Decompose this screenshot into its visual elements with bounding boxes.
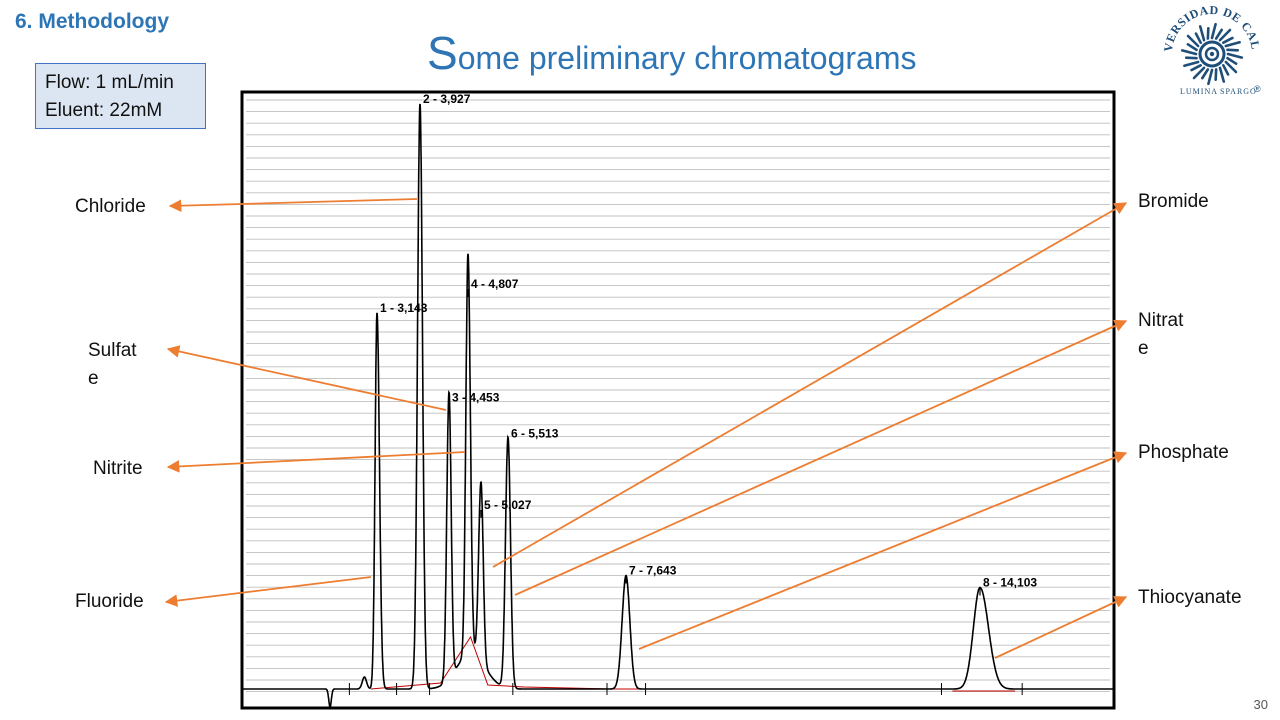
nitrate-label: Nitrat e <box>1138 310 1184 359</box>
thiocyanate-label: Thiocyanate <box>1138 587 1242 608</box>
slide-title: Some preliminary chromatograms <box>427 26 917 80</box>
peak-label-2: 2 - 3,927 <box>423 92 471 106</box>
seal-ray <box>1201 68 1210 80</box>
title-text: ome preliminary chromatograms <box>457 40 917 76</box>
seal-ray <box>1207 68 1214 86</box>
slide-number: 30 <box>1253 697 1268 712</box>
title-initial: S <box>427 27 458 79</box>
nitrite-arrow <box>166 451 466 473</box>
seal-ray <box>1218 66 1226 83</box>
svg-text:UNIVERSIDAD DE CALDAS: UNIVERSIDAD DE CALDAS <box>1158 2 1263 53</box>
fluoride-arrow <box>164 576 372 607</box>
motto-left: LUMINA <box>1180 87 1218 96</box>
phosphate-label: Phosphate <box>1138 442 1229 463</box>
seal-ray <box>1226 56 1238 65</box>
seal-ray <box>1226 52 1244 59</box>
peak-label-8: 8 - 14,103 <box>983 576 1037 590</box>
peak-label-7: 7 - 7,643 <box>629 564 677 578</box>
chromatogram-trace <box>242 103 1114 708</box>
seal-ray <box>1186 43 1198 52</box>
seal-arc-text: UNIVERSIDAD DE CALDAS <box>1158 2 1262 53</box>
motto-right: SPARGO <box>1220 87 1257 96</box>
seal-ray <box>1224 60 1238 74</box>
conditions-box: Flow: 1 mL/min Eluent: 22mM <box>35 63 206 129</box>
bromide-label: Bromide <box>1138 191 1209 212</box>
university-seal-logo: UNIVERSIDAD DE CALDAS LUMINA SPARGO ® <box>1158 2 1263 96</box>
nitrite-label: Nitrite <box>93 458 143 479</box>
chart-frame <box>240 90 1116 710</box>
seal-ray <box>1186 34 1200 48</box>
sulfate-arrow <box>166 345 447 411</box>
section-heading: 6. Methodology <box>15 10 169 33</box>
eluent-condition: Eluent: 22mM <box>45 100 163 121</box>
flow-condition: Flow: 1 mL/min <box>45 72 174 93</box>
peak-label-6: 6 - 5,513 <box>511 426 559 440</box>
seal-ray <box>1214 28 1223 40</box>
seal-ray <box>1198 25 1206 42</box>
peak-label-5: 5 - 5,027 <box>484 498 532 512</box>
phosphate-arrow <box>638 451 1128 650</box>
thiocyanate-arrow <box>994 596 1128 659</box>
seal-ray <box>1180 49 1198 56</box>
seal-ray <box>1183 60 1200 68</box>
peak-label-3: 3 - 4,453 <box>452 390 500 404</box>
chloride-label: Chloride <box>75 196 146 217</box>
seal-ray <box>1192 66 1206 80</box>
seal-ray <box>1222 36 1234 44</box>
seal-ray <box>1210 22 1217 40</box>
peak-label-4: 4 - 4,807 <box>471 277 519 291</box>
seal-ray <box>1190 64 1202 72</box>
bromide-arrow <box>492 202 1128 568</box>
seal-ray <box>1218 28 1232 42</box>
nitrate-arrow <box>514 319 1128 596</box>
fluoride-label: Fluoride <box>75 591 144 612</box>
seal-ray <box>1224 40 1241 48</box>
seal-ray <box>1194 32 1202 44</box>
peak-label-1: 1 - 3,143 <box>380 301 428 315</box>
chloride-arrow <box>168 198 418 212</box>
registered-mark: ® <box>1254 84 1261 94</box>
seal-ray <box>1222 64 1230 76</box>
sulfate-label: Sulfat e <box>88 340 137 389</box>
